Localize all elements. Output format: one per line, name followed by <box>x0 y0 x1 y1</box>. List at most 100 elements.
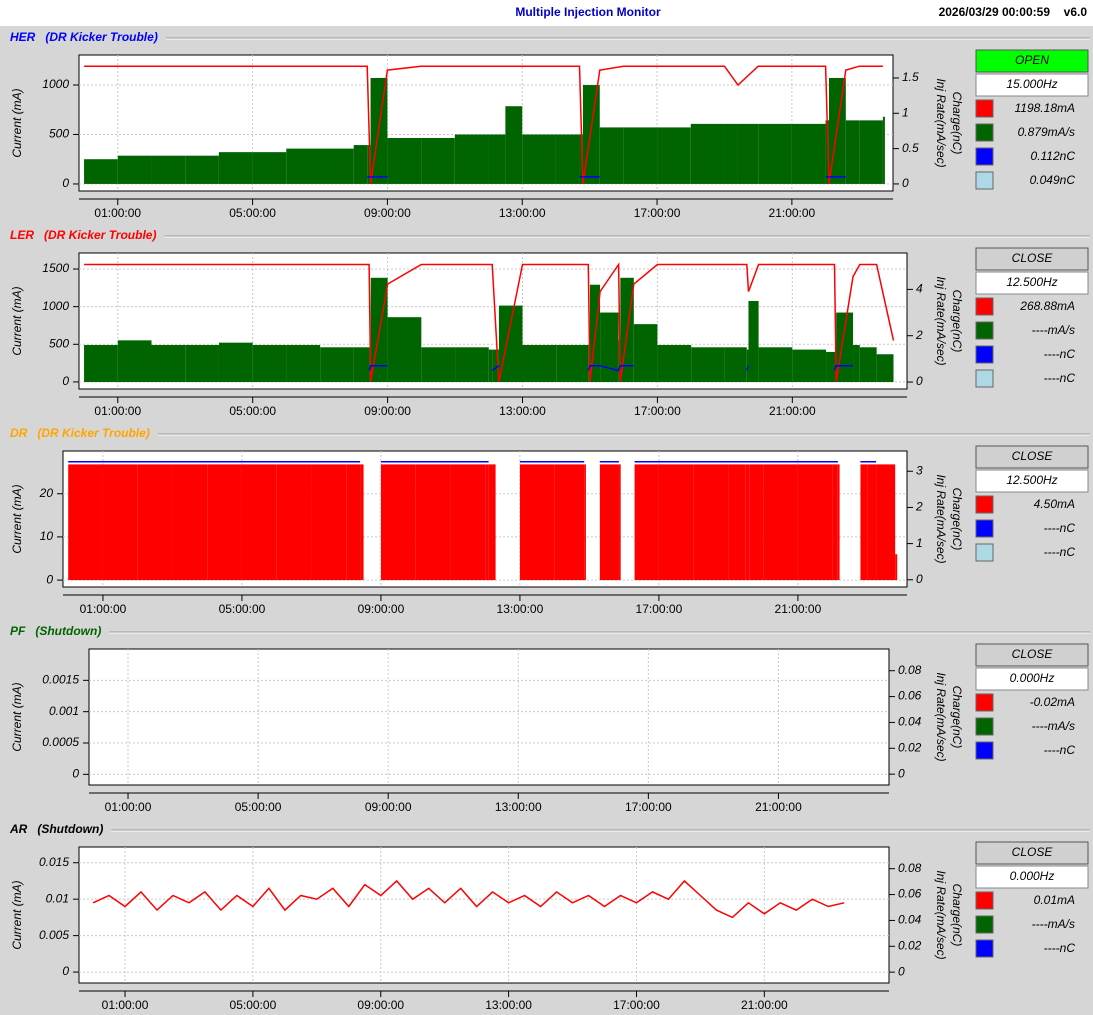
area-bar <box>867 464 877 581</box>
area-bar <box>387 138 422 184</box>
area-bar <box>286 148 320 184</box>
readout-swatch <box>975 297 994 316</box>
area-bar <box>825 120 829 184</box>
area-bar <box>555 134 580 184</box>
area-bar <box>311 464 347 581</box>
y-tick-label: 1000 <box>42 299 69 313</box>
readout-value: ----nC <box>1044 371 1076 385</box>
readout-swatch <box>975 369 994 388</box>
y2-axis-label: Inj Rate(mA/sec) <box>934 276 948 365</box>
area-bar <box>455 347 489 383</box>
area-bar <box>600 312 619 383</box>
panel-status: (DR Kicker Trouble) <box>44 228 156 242</box>
y2-tick-label: 0 <box>898 766 905 780</box>
y-tick-label: 0 <box>62 374 69 388</box>
area-bar <box>276 464 312 581</box>
area-bar <box>845 120 860 184</box>
y2-tick-label: 1 <box>902 105 909 119</box>
readout-value: ----mA/s <box>1032 719 1075 733</box>
panel-title: LER <box>10 228 34 242</box>
readout-value: ----mA/s <box>1032 917 1075 931</box>
x-tick-label: 17:00:00 <box>634 404 681 418</box>
readout-value: 268.88mA <box>1019 299 1075 313</box>
area-bar <box>454 134 489 184</box>
status-button <box>975 445 1089 469</box>
x-tick-label: 05:00:00 <box>235 800 282 814</box>
y2-axis-label: Inj Rate(mA/sec) <box>934 78 948 167</box>
x-tick-label: 17:00:00 <box>613 998 660 1012</box>
series-line <box>84 65 883 185</box>
y2-tick-label: 4 <box>916 282 923 296</box>
x-tick-label: 09:00:00 <box>364 206 411 220</box>
y-tick-label: 0 <box>62 176 69 190</box>
x-tick-label: 09:00:00 <box>364 404 411 418</box>
area-bar <box>488 134 506 184</box>
status-button-label: CLOSE <box>1012 449 1054 463</box>
area-bar <box>618 464 621 581</box>
area-bar <box>84 159 118 184</box>
area-bar <box>286 344 321 383</box>
area-bar <box>218 152 253 184</box>
area-bar <box>724 347 747 383</box>
y-tick-label: 0.0005 <box>42 735 79 749</box>
x-tick-label: 13:00:00 <box>497 602 544 616</box>
area-bar <box>488 464 496 581</box>
area-bar <box>117 155 152 184</box>
area-bar <box>556 344 589 383</box>
readout-swatch <box>975 321 994 340</box>
area-bar <box>207 464 242 581</box>
readout-value: ----nC <box>1044 941 1076 955</box>
x-tick-label: 01:00:00 <box>102 998 149 1012</box>
area-bar <box>860 464 868 581</box>
series-group <box>68 461 898 581</box>
area-bar <box>102 464 138 581</box>
readout-swatch <box>975 147 994 166</box>
y2-tick-label: 0 <box>916 572 923 586</box>
y2-tick-label: 0.06 <box>898 887 922 901</box>
status-button <box>975 643 1089 667</box>
y-tick-label: 10 <box>40 529 54 543</box>
x-tick-label: 13:00:00 <box>499 206 546 220</box>
area-bar <box>724 123 738 184</box>
area-bar <box>172 464 208 581</box>
panel-status: (DR Kicker Trouble) <box>45 30 157 44</box>
y2-axis-label: Inj Rate(mA/sec) <box>934 672 948 761</box>
y-tick-label: 0 <box>62 964 69 978</box>
area-bar <box>691 347 725 383</box>
y2-axis-label: Charge(nC) <box>950 92 964 155</box>
y-axis-label: Current (mA) <box>10 88 24 157</box>
area-bar <box>657 344 692 383</box>
area-bar <box>633 324 658 383</box>
status-button-label: OPEN <box>1015 53 1049 67</box>
series-group <box>92 879 845 919</box>
area-bar <box>151 344 186 383</box>
area-bar <box>876 464 896 581</box>
area-bar <box>895 554 898 581</box>
readout-value: 4.50mA <box>1034 497 1075 511</box>
area-bar <box>415 464 451 581</box>
series-group <box>84 65 885 185</box>
x-tick-label: 01:00:00 <box>94 206 141 220</box>
rate-value: 12.500Hz <box>1006 275 1057 289</box>
x-tick-label: 05:00:00 <box>229 404 276 418</box>
plot-area <box>78 846 890 984</box>
area-bar <box>151 155 186 184</box>
y-tick-label: 0.01 <box>46 891 69 905</box>
area-bar <box>450 464 486 581</box>
area-bar <box>657 127 691 184</box>
y-tick-label: 0.015 <box>39 855 69 869</box>
area-bar <box>826 351 835 383</box>
area-bar <box>690 123 725 184</box>
series-line <box>84 262 895 383</box>
y-axis-label: Current (mA) <box>10 286 24 355</box>
timestamp: 2026/03/29 00:00:59 <box>939 5 1051 19</box>
area-bar <box>137 464 173 581</box>
area-bar <box>421 347 456 383</box>
x-tick-label: 09:00:00 <box>365 800 412 814</box>
x-tick-label: 21:00:00 <box>769 206 816 220</box>
area-bar <box>745 464 750 581</box>
rate-box <box>975 865 1089 889</box>
series-line <box>92 879 845 919</box>
readout-value: ----nC <box>1044 521 1076 535</box>
area-bar <box>859 347 877 383</box>
